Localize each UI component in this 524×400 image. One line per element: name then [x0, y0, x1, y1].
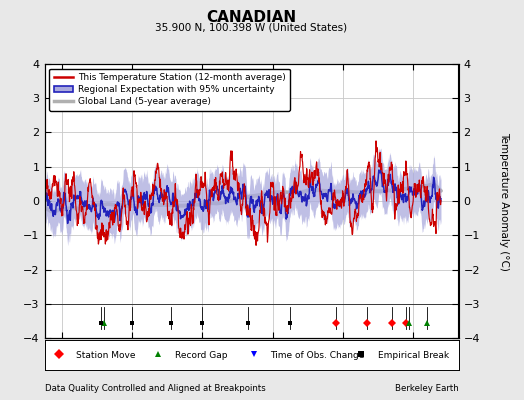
Text: Data Quality Controlled and Aligned at Breakpoints: Data Quality Controlled and Aligned at B… [45, 384, 265, 393]
Text: Berkeley Earth: Berkeley Earth [395, 384, 458, 393]
Text: Station Move: Station Move [75, 351, 135, 360]
Text: Record Gap: Record Gap [175, 351, 227, 360]
Text: Time of Obs. Change: Time of Obs. Change [270, 351, 365, 360]
Text: 35.900 N, 100.398 W (United States): 35.900 N, 100.398 W (United States) [156, 22, 347, 32]
Text: CANADIAN: CANADIAN [206, 10, 297, 25]
Legend: This Temperature Station (12-month average), Regional Expectation with 95% uncer: This Temperature Station (12-month avera… [49, 68, 290, 111]
Y-axis label: Temperature Anomaly (°C): Temperature Anomaly (°C) [499, 132, 509, 270]
Text: Empirical Break: Empirical Break [378, 351, 449, 360]
